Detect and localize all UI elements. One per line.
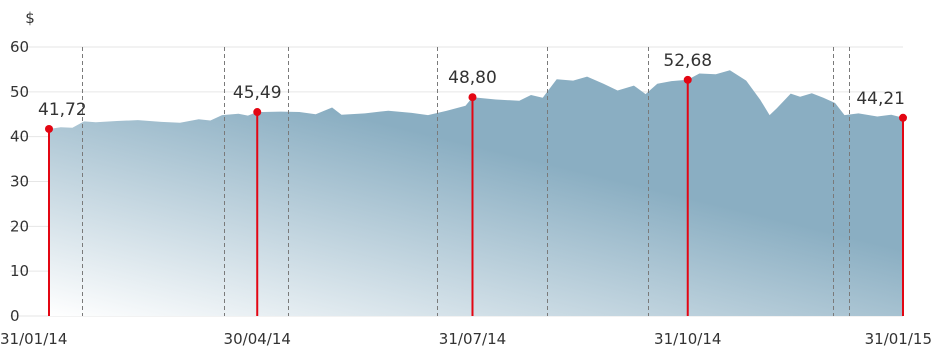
x-axis: 31/01/14 30/04/14 31/07/14 31/10/14 31/01/15 (0, 330, 932, 348)
highlight-value-label: 44,21 (856, 89, 905, 109)
highlight-points: 41,72 45,49 48,80 52,68 44,21 (38, 51, 907, 316)
highlight-dot (253, 108, 262, 117)
highlight-value-label: 48,80 (448, 68, 497, 88)
highlight-value-label: 45,49 (233, 83, 282, 103)
x-tick-label: 31/01/14 (0, 330, 67, 348)
y-unit-label: $ (25, 9, 35, 27)
highlight-dot (683, 75, 692, 84)
y-axis: 0 10 20 30 40 50 60 (10, 38, 29, 325)
highlight-dot (899, 113, 907, 122)
price-area (49, 70, 903, 316)
x-tick-label: 31/07/14 (439, 330, 506, 348)
y-tick-label: 30 (10, 173, 29, 191)
event-markers (82, 47, 850, 316)
y-tick-label: 60 (10, 38, 29, 56)
highlight-dot (45, 124, 53, 133)
y-tick-label: 20 (10, 217, 29, 235)
x-tick-label: 31/01/15 (865, 330, 932, 348)
y-tick-label: 50 (10, 83, 29, 101)
y-tick-label: 40 (10, 128, 29, 146)
highlight-value-label: 41,72 (38, 100, 87, 120)
highlight-value-label: 52,68 (663, 51, 712, 71)
highlight-dot (468, 93, 477, 102)
price-area-path (49, 70, 903, 316)
y-tick-label: 0 (10, 307, 20, 325)
y-tick-label: 10 (10, 262, 29, 280)
x-tick-label: 30/04/14 (224, 330, 291, 348)
x-tick-label: 31/10/14 (654, 330, 721, 348)
